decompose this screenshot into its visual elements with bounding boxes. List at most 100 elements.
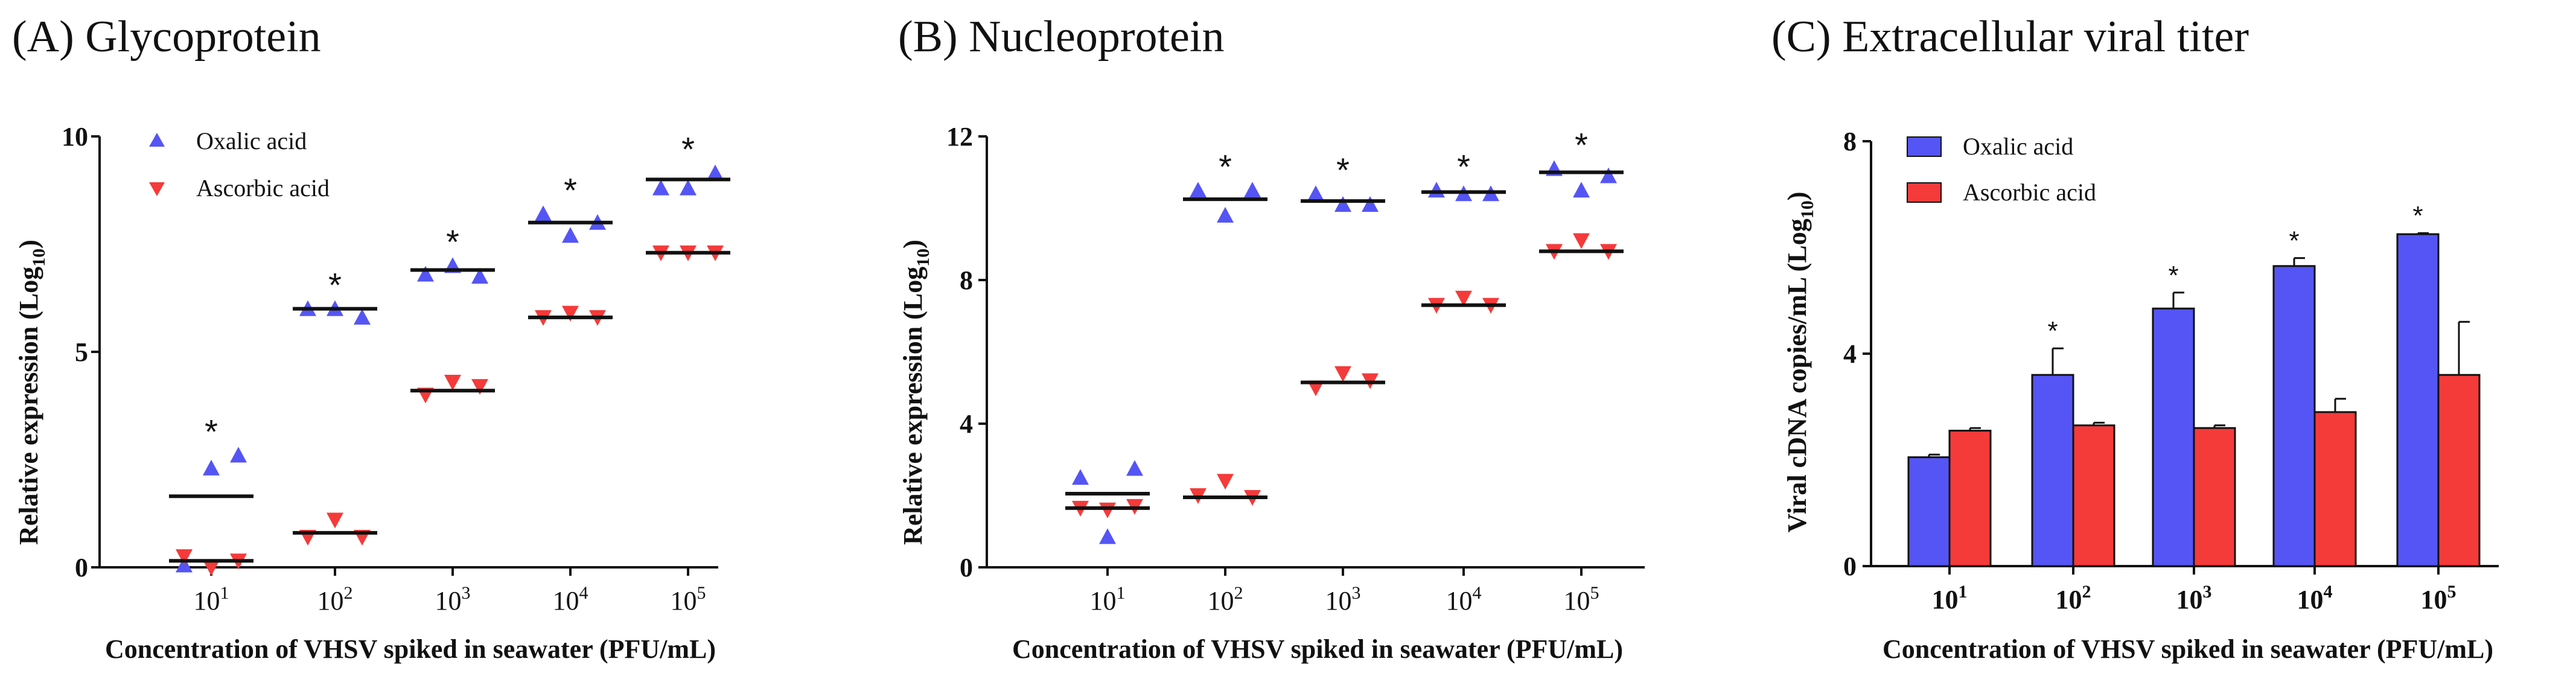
oxalic-point [203, 459, 220, 476]
x-tick-label: 101 [1932, 582, 1968, 614]
oxalic-point [562, 227, 579, 243]
oxalic-point [471, 268, 488, 284]
oxalic-bar [2396, 233, 2440, 567]
ascorbic-point [327, 512, 343, 529]
oxalic-point [1126, 460, 1143, 476]
panel-b-nucleoprotein: (B) Nucleoprotein Relative expression (L… [898, 12, 1645, 664]
panel-b-ylabel: Relative expression (Log10) [898, 240, 933, 545]
significance-star: * [1575, 126, 1588, 164]
ascorbic-point [1334, 366, 1351, 382]
ascorbic-bar [2072, 424, 2115, 567]
x-tick-label: 102 [1208, 583, 1243, 616]
oxalic-point [354, 308, 371, 325]
significance-star: * [1336, 151, 1350, 189]
y-tick-label: 4 [960, 409, 973, 439]
panel-c-xlabel: Concentration of VHSV spiked in seawater… [1883, 634, 2493, 664]
legend-oxalic-label: Oxalic acid [196, 127, 307, 155]
legend-oxalic-marker [149, 133, 165, 147]
oxalic-point [1099, 528, 1116, 544]
oxalic-point [417, 266, 434, 282]
legend-ascorbic-label: Ascorbic acid [1963, 179, 2096, 206]
oxalic-point [652, 179, 669, 196]
ascorbic-bar [2193, 427, 2236, 567]
oxalic-bar [2152, 307, 2195, 567]
y-tick-label: 10 [62, 122, 88, 151]
panel-b-xlabel: Concentration of VHSV spiked in seawater… [1012, 634, 1623, 664]
x-tick-label: 104 [1446, 583, 1482, 616]
significance-star: * [1219, 147, 1232, 185]
y-tick-label: 4 [1843, 339, 1857, 369]
ascorbic-bar [1948, 430, 1992, 567]
legend-ascorbic-marker [149, 182, 165, 196]
x-tick-label: 105 [1564, 583, 1599, 616]
x-tick-label: 105 [671, 583, 706, 616]
y-tick-label: 12 [946, 122, 973, 151]
oxalic-point [1217, 206, 1234, 223]
x-tick-label: 103 [2176, 582, 2212, 614]
oxalic-point [680, 179, 697, 196]
oxalic-point [1307, 185, 1324, 202]
x-tick-label: 104 [553, 583, 588, 616]
oxalic-point [1072, 469, 1089, 485]
oxalic-point [535, 205, 552, 221]
ascorbic-point [471, 379, 488, 395]
oxalic-bar [2272, 265, 2316, 567]
panel-a-ylabel: Relative expression (Log10) [14, 240, 49, 545]
panel-c-legend: Oxalic acid Ascorbic acid [1907, 133, 2096, 206]
y-tick-label: 8 [1843, 127, 1857, 156]
panel-a-legend: Oxalic acid Ascorbic acid [149, 127, 330, 202]
significance-star: * [2289, 226, 2299, 256]
ascorbic-point [1455, 290, 1472, 307]
ascorbic-point [562, 305, 579, 322]
oxalic-point [1334, 196, 1351, 212]
oxalic-bar [1907, 456, 1951, 567]
oxalic-point [1362, 196, 1379, 212]
oxalic-point [1244, 182, 1261, 198]
ascorbic-point [1099, 502, 1116, 518]
panel-a-xlabel: Concentration of VHSV spiked in seawater… [105, 634, 716, 664]
significance-star: * [564, 171, 577, 209]
panel-a-title: (A) Glycoprotein [12, 12, 321, 62]
ascorbic-point [444, 374, 461, 390]
ascorbic-point [203, 560, 220, 576]
oxalic-bar [2031, 374, 2074, 567]
legend-ascorbic-label: Ascorbic acid [196, 174, 330, 202]
x-tick-label: 102 [317, 583, 353, 616]
legend-ascorbic-swatch [1907, 182, 1942, 203]
y-tick-label: 5 [75, 337, 88, 367]
significance-star: * [446, 223, 459, 261]
ascorbic-point [1307, 380, 1324, 397]
x-tick-label: 101 [1090, 583, 1126, 616]
x-tick-label: 103 [1325, 583, 1361, 616]
y-tick-label: 8 [960, 266, 973, 295]
oxalic-point [1573, 182, 1590, 198]
significance-star: * [205, 412, 218, 450]
significance-star: * [2047, 316, 2058, 346]
oxalic-point [1190, 182, 1207, 198]
significance-star: * [2412, 201, 2423, 231]
significance-star: * [681, 130, 695, 168]
oxalic-point [707, 164, 724, 180]
ascorbic-bar [2313, 411, 2357, 567]
panel-a-glycoprotein: (A) Glycoprotein Relative expression (Lo… [12, 12, 730, 664]
ascorbic-point [1573, 233, 1590, 249]
panel-c-viral-titer: (C) Extracellular viral titer Viral cDNA… [1771, 12, 2499, 664]
x-tick-label: 101 [194, 583, 229, 616]
x-tick-label: 104 [2297, 582, 2333, 614]
y-tick-label: 0 [75, 553, 88, 582]
y-tick-label: 0 [1843, 552, 1857, 581]
x-tick-label: 105 [2421, 582, 2456, 614]
x-tick-label: 103 [435, 583, 471, 616]
ascorbic-point [176, 549, 193, 566]
ascorbic-bar [2437, 374, 2481, 567]
legend-oxalic-label: Oxalic acid [1963, 133, 2073, 160]
significance-star: * [328, 266, 342, 304]
significance-star: * [1457, 147, 1470, 185]
oxalic-point [1428, 182, 1445, 198]
y-tick-label: 0 [960, 553, 973, 582]
panel-b-title: (B) Nucleoprotein [898, 12, 1224, 62]
ascorbic-point [1217, 474, 1234, 490]
panel-c-title: (C) Extracellular viral titer [1771, 12, 2249, 62]
x-tick-label: 102 [2056, 582, 2091, 614]
